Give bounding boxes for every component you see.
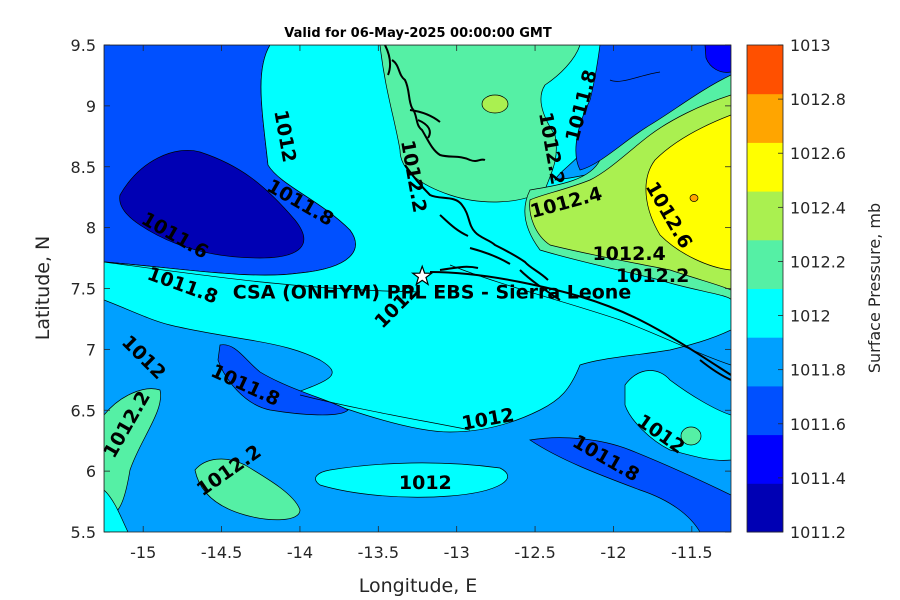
y-tick-label: 6 [86,462,96,481]
contour-fill-1012.8-spot [689,194,699,202]
contour-fill-1012.2-west [104,388,161,521]
colorbar-swatch [747,434,783,484]
colorbar-swatch [747,191,783,241]
contour-fill-1012.6-east [645,114,731,271]
y-tick-label: 6.5 [71,401,96,420]
colorbar-label: Surface Pressure, mb [865,203,884,373]
colorbar-swatch [747,483,783,533]
x-tick-label: -15 [130,543,156,562]
contour-fill-1012-south [315,462,508,498]
colorbar-tick-label: 1012 [790,307,831,326]
station-label: CSA (ONHYM) PPL EBS - Sierra Leone [233,281,631,303]
x-tick-label: -13 [444,543,470,562]
contour-fill-1012-southeast-corner [104,489,129,532]
coastline [384,45,731,381]
colorbar-tick-label: 1012.2 [790,252,846,271]
x-tick-label: -14 [287,543,313,562]
colorbar: 1011.2 1011.4 1011.6 1011.8 1012 1012.2 1012.4… [746,36,884,542]
colorbar-tick-label: 1011.8 [790,361,846,380]
contour-label: 1012 [399,472,452,494]
colorbar-swatch [747,93,783,143]
contour-map [104,45,731,532]
y-tick-label: 8 [86,219,96,238]
contour-fill-1011.6-northeast [575,45,731,171]
x-tick-label: -14.5 [201,543,242,562]
y-axis-label: Latitude, N [32,236,54,341]
contour-fill-1012.2-southwest [194,458,301,521]
x-tick-label: -12 [600,543,626,562]
colorbar-swatch [747,288,783,338]
y-tick-label: 9 [86,97,96,116]
y-tick-label: 7.5 [71,280,96,299]
colorbar-tick-label: 1011.2 [790,523,846,542]
contour-fill-1012.2-spot-southeast [680,426,702,446]
y-tick-label: 7 [86,340,96,359]
contour-label: 1012.4 [592,243,665,265]
colorbar-tick-label: 1012.6 [790,144,846,163]
colorbar-swatch [747,239,783,289]
colorbar-tick-label: 1012.8 [790,90,846,109]
x-axis-label: Longitude, E [359,575,478,597]
contour-fill-1011.6-southeast [529,437,731,532]
figure-title: Valid for 06-May-2025 00:00:00 GMT [284,26,552,41]
x-axis-ticks: -15 -14.5 -14 -13.5 -13 -12.5 -12 -11.5 [130,45,713,562]
station-marker: CSA (ONHYM) PPL EBS - Sierra Leone [233,264,631,303]
colorbar-tick-label: 1012.4 [790,198,846,217]
colorbar-swatch [747,45,783,95]
contour-fill-1012.4-spot [481,94,509,114]
colorbar-tick-label: 1011.6 [790,415,846,434]
colorbar-tick-label: 1011.4 [790,469,846,488]
y-tick-label: 5.5 [71,523,96,542]
contour-label: 1012.2 [616,265,689,287]
colorbar-tick-label: 1013 [790,36,831,55]
colorbar-swatch [747,337,783,387]
contour-fill-1011.4-northwest [119,150,305,259]
contour-fill-1012-southeast [624,370,731,461]
y-tick-label: 8.5 [71,158,96,177]
x-tick-label: -13.5 [358,543,399,562]
x-tick-label: -12.5 [514,543,555,562]
y-tick-label: 9.5 [71,36,96,55]
contour-fill-1011.6-southwest [217,344,349,416]
x-tick-label: -11.5 [671,543,712,562]
colorbar-swatch [747,142,783,192]
station-star-icon [410,264,434,286]
colorbar-swatch [747,385,783,436]
y-axis-ticks: 5.5 6 6.5 7 7.5 8 8.5 9 9.5 [71,36,731,542]
